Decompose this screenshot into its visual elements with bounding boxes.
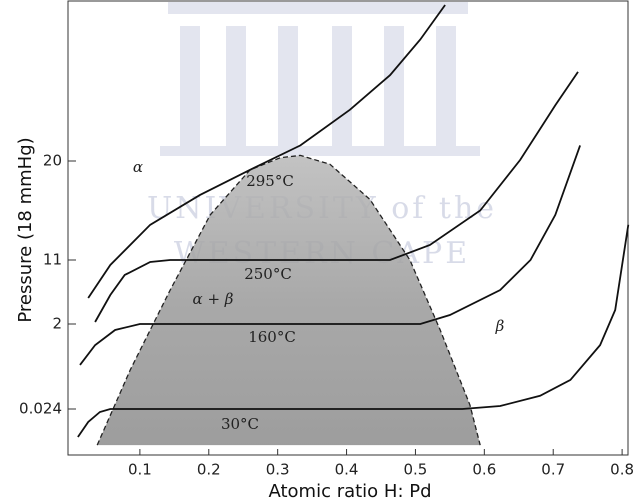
y-tick-label: 11	[43, 251, 62, 269]
y-tick-label: 20	[43, 152, 62, 170]
isotherm-label: 295°C	[246, 172, 294, 190]
x-axis-label: Atomic ratio H: Pd	[268, 481, 431, 502]
x-tick-label: 0.8	[610, 461, 634, 479]
phase-annotation: α	[133, 158, 143, 176]
x-tick-label: 0.1	[128, 461, 152, 479]
phase-annotation: α + β	[193, 290, 234, 308]
phase-annotation: β	[495, 317, 505, 335]
x-tick-label: 0.3	[266, 461, 290, 479]
y-tick-label: 2	[52, 315, 62, 333]
x-tick-label: 0.2	[197, 461, 221, 479]
isotherm-label: 160°C	[248, 328, 296, 346]
isotherm-label: 30°C	[221, 415, 259, 433]
chart: Atomic ratio H: Pd Pressure (18 mmHg) UN…	[0, 0, 642, 503]
x-tick-label: 0.7	[541, 461, 565, 479]
y-tick-label: 0.024	[19, 400, 62, 418]
x-tick-label: 0.5	[404, 461, 428, 479]
watermark-building	[160, 2, 480, 156]
x-tick-label: 0.6	[472, 461, 496, 479]
x-tick-label: 0.4	[335, 461, 359, 479]
y-axis-label: Pressure (18 mmHg)	[15, 137, 36, 322]
isotherm-label: 250°C	[244, 265, 292, 283]
